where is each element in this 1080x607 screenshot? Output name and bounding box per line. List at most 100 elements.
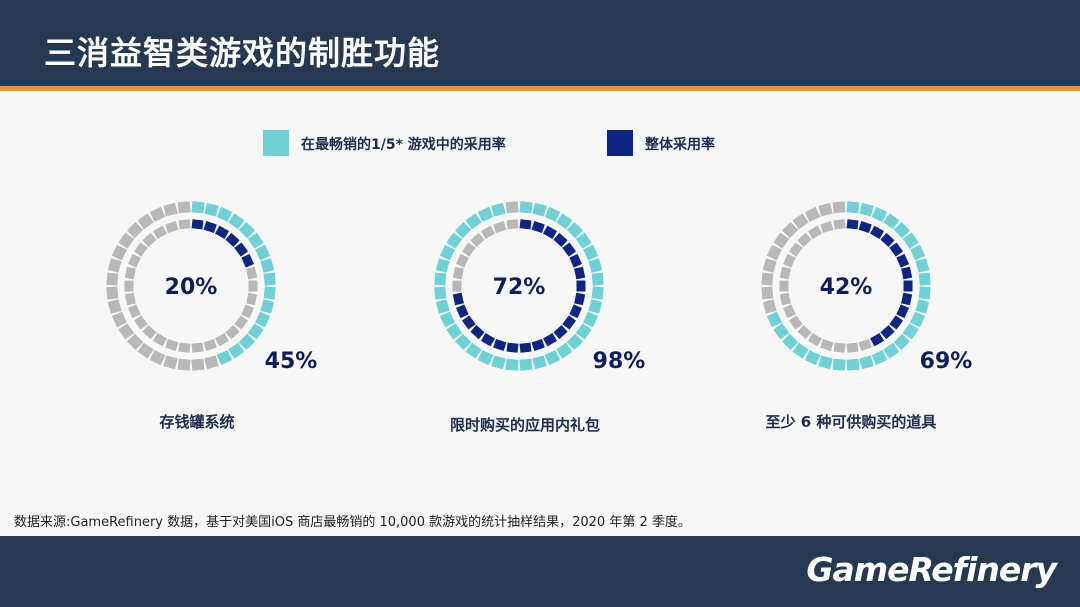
inner-ring-segment-active [901, 292, 913, 306]
outer-ring-segment-inactive [762, 258, 777, 273]
inner-ring-segment-active [452, 292, 464, 306]
inner-ring-segment-active [214, 225, 230, 239]
outer-ring-segment-active [902, 323, 919, 340]
inner-ring-segment-inactive [142, 232, 157, 247]
outer-ring-segment-active [263, 272, 276, 286]
outer-ring-segment-inactive [118, 232, 135, 249]
inner-ring-segment-active [562, 242, 577, 257]
inner-ring-segment-active [869, 333, 885, 347]
outer-ring-segment-active [439, 311, 455, 328]
inner-ring-segment-inactive [452, 280, 462, 292]
inner-ring-segment-inactive [234, 315, 249, 330]
outer-ring-segment-active [583, 244, 599, 261]
outer-ring-segment-active [818, 355, 833, 370]
inner-ring-segment-inactive [820, 338, 834, 351]
inner-ring-segment-inactive [820, 221, 834, 234]
top-fifth-percent-label: 98% [593, 349, 646, 374]
inner-ring-segment-inactive [797, 325, 812, 340]
header-accent-rule [0, 86, 1080, 91]
top-fifth-percent-label: 69% [920, 349, 973, 374]
inner-ring-segment-active [519, 342, 532, 353]
outer-ring-segment-inactive [818, 202, 833, 217]
inner-ring-segment-active [241, 253, 254, 268]
outer-ring-segment-active [902, 232, 919, 249]
outer-ring-segment-active [583, 311, 599, 328]
inner-ring-segment-inactive [858, 338, 872, 351]
inner-ring-segment-active [889, 315, 904, 330]
outer-ring-segment-inactive [127, 333, 144, 350]
inner-ring-segment-active [542, 225, 558, 239]
outer-ring-segment-active [588, 299, 603, 314]
outer-ring-segment-active [773, 323, 790, 340]
outer-ring-segment-inactive [163, 355, 178, 370]
legend-label-overall: 整体采用率 [645, 137, 715, 153]
outer-ring-segment-active [191, 201, 205, 214]
outer-ring-segment-active [575, 232, 592, 249]
top-fifth-percent-label: 45% [265, 349, 318, 374]
inner-ring-segment-active [880, 325, 895, 340]
inner-ring-segment-active [480, 333, 496, 347]
outer-ring-segment-active [477, 350, 494, 366]
outer-ring-segment-inactive [149, 206, 166, 222]
outer-ring-segment-active [434, 286, 447, 300]
inner-ring-segment-active [456, 304, 469, 319]
outer-ring-segment-active [263, 286, 276, 300]
inner-ring-segment-active [896, 253, 909, 268]
outer-ring-segment-active [465, 342, 482, 359]
inner-ring-segment-active [531, 338, 545, 351]
inner-ring-segment-inactive [203, 338, 217, 351]
outer-ring-segment-active [455, 222, 472, 239]
outer-ring-segment-active [846, 358, 860, 371]
inner-ring-segment-inactive [133, 315, 148, 330]
inner-ring-segment-inactive [493, 221, 507, 234]
inner-ring-segment-active [846, 219, 859, 230]
overall-percent-label: 20% [165, 275, 218, 300]
inner-ring-segment-inactive [124, 280, 134, 292]
outer-ring-segment-inactive [111, 244, 127, 261]
inner-ring-segment-active [191, 219, 204, 230]
inner-ring-segment-inactive [248, 280, 258, 292]
outer-ring-segment-active [859, 355, 874, 370]
gamerefinery-logo: GameRefinery [806, 550, 1057, 589]
outer-ring-segment-active [532, 355, 547, 370]
inner-ring-segment-inactive [124, 292, 136, 306]
outer-ring-segment-active [238, 333, 255, 350]
outer-ring-segment-active [566, 333, 583, 350]
inner-ring-segment-inactive [779, 292, 791, 306]
outer-ring-segment-active [455, 333, 472, 350]
outer-ring-segment-active [782, 333, 799, 350]
outer-ring-segment-active [544, 206, 561, 222]
inner-ring-segment-inactive [833, 342, 846, 353]
outer-ring-segment-inactive [792, 213, 809, 230]
outer-ring-segment-active [238, 222, 255, 239]
page-title: 三消益智类游戏的制胜功能 [44, 34, 441, 72]
inner-ring-segment-inactive [142, 325, 157, 340]
overall-percent-label: 42% [820, 275, 873, 300]
inner-ring-segment-inactive [779, 280, 789, 292]
outer-ring-segment-inactive [118, 323, 135, 340]
inner-ring-segment-inactive [128, 304, 141, 319]
outer-ring-segment-inactive [137, 213, 154, 230]
outer-ring-segment-active [439, 244, 455, 261]
outer-ring-segment-active [491, 202, 506, 217]
inner-ring-segment-inactive [178, 219, 191, 230]
inner-ring-segment-active [493, 338, 507, 351]
inner-ring-segment-active [225, 232, 240, 247]
inner-ring-segment-active [470, 325, 485, 340]
outer-ring-segment-active [893, 333, 910, 350]
outer-ring-segment-active [228, 342, 245, 359]
inner-ring-segment-inactive [152, 333, 168, 347]
outer-ring-segment-inactive [177, 201, 191, 214]
inner-ring-segment-inactive [783, 253, 796, 268]
outer-ring-segment-active [556, 213, 573, 230]
outer-ring-segment-active [910, 244, 926, 261]
inner-ring-segment-active [542, 333, 558, 347]
inner-ring-segment-inactive [133, 242, 148, 257]
inner-ring-segment-active [519, 219, 532, 230]
outer-ring-segment-active [505, 358, 519, 371]
inner-ring-segment-inactive [165, 221, 179, 234]
outer-ring-segment-active [519, 358, 533, 371]
radial-chart: 72% 98% [434, 201, 645, 374]
inner-ring-segment-inactive [191, 342, 204, 353]
